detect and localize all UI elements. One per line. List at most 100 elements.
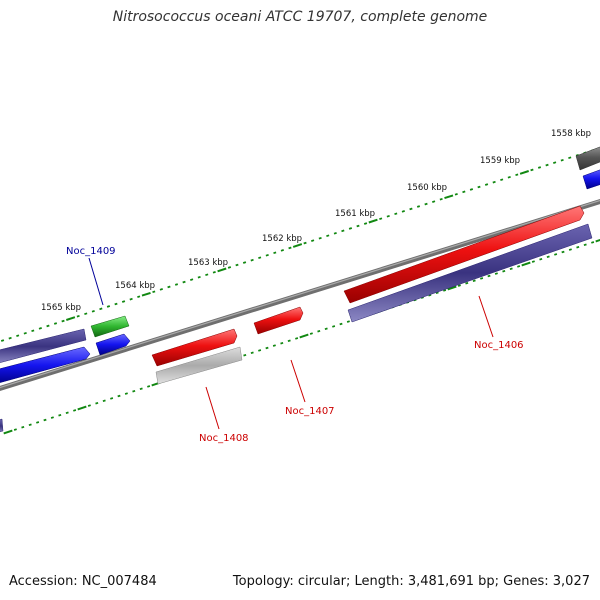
outer-tick [106,305,111,308]
outer-tick [242,261,247,264]
inner-tick [295,337,299,340]
outer-tick [500,178,504,181]
tick-label-1562: 1562 kbp [262,234,302,244]
inner-tick [465,281,469,285]
outer-tick [288,246,292,250]
inner-tick [502,269,506,273]
outer-tick [182,280,186,284]
outer-tick [560,158,564,162]
outer-tick [8,336,12,340]
outer-tick [515,173,519,177]
inner-tick [531,260,535,263]
gene-label-noc-1406[interactable]: Noc_1406 [474,340,524,351]
gene-label-noc-1408[interactable]: Noc_1408 [199,433,249,444]
outer-tick [53,322,58,325]
outer-tick [292,243,303,248]
outer-tick [16,334,20,337]
gene-noc-1409-blue[interactable] [95,333,131,356]
inner-tick [447,285,457,291]
inner-tick-row [3,238,600,435]
outer-tick [568,156,572,160]
outer-tick [462,190,466,194]
outer-tick [137,295,141,298]
inner-tick [317,329,321,333]
outer-tick [217,267,227,273]
outer-tick [379,217,383,220]
outer-tick [99,307,103,311]
outer-tick [38,327,42,330]
inner-tick [299,333,309,339]
gene-noc-1408-gray[interactable] [155,346,243,385]
inner-tick [457,284,461,287]
inner-tick [102,399,106,403]
inner-tick [13,428,17,431]
outer-tick [159,288,163,291]
inner-tick [132,389,136,393]
outer-tick [424,202,428,206]
inner-tick [110,397,114,400]
outer-tick [227,266,232,269]
inner-tick [117,394,121,398]
inner-tick [43,418,47,422]
inner-tick [77,405,87,411]
inner-tick [258,349,262,352]
outer-tick [197,275,201,279]
gene-noc-1406-red[interactable] [343,205,585,304]
inner-tick [265,346,269,350]
inner-tick [435,291,439,295]
gene-left-navy[interactable] [0,328,87,364]
gene-left-edge-navy[interactable] [0,418,4,433]
outer-tick [416,205,421,208]
gene-right-blue[interactable] [582,168,600,190]
gene-left-blue[interactable] [0,346,91,384]
inner-tick [147,385,151,388]
outer-tick [0,339,5,342]
map-title: Nitrosococcus oceani ATCC 19707, complet… [112,9,488,25]
gene-noc-1407-red[interactable] [253,306,304,335]
outer-tick [273,251,277,255]
outer-tick [537,166,542,169]
leader-noc-1409 [88,257,104,306]
tick-label-1561: 1561 kbp [335,209,375,219]
outer-tick [258,256,262,259]
tick-label-1563: 1563 kbp [188,258,228,268]
inner-tick [250,351,254,355]
outer-tick [265,253,269,257]
tick-label-1564: 1564 kbp [115,281,155,291]
inner-tick [561,250,565,254]
outer-tick [190,278,194,281]
inner-tick [139,387,143,391]
outer-tick [65,316,76,321]
inner-tick [28,423,32,427]
inner-tick [568,248,572,251]
gene-label-noc-1409[interactable]: Noc_1409 [66,246,116,257]
inner-tick [280,341,284,345]
outer-tick [76,314,80,318]
outer-tick [394,212,398,216]
outer-tick [492,180,496,184]
gene-noc-1408-red[interactable] [151,328,238,367]
genome-stats-text: Topology: circular; Length: 3,481,691 bp… [232,574,590,589]
outer-tick [174,283,179,286]
gene-right-darkgray[interactable] [575,145,600,171]
inner-tick [50,416,54,419]
inner-tick [576,245,580,249]
outer-tick [167,285,171,289]
gene-noc-1409-green[interactable] [90,315,130,338]
gene-label-noc-1407[interactable]: Noc_1407 [285,406,335,417]
inner-tick [346,320,350,323]
inner-tick [428,293,432,297]
tick-label-1560: 1560 kbp [407,183,447,193]
outer-tick [311,239,315,242]
outer-tick [114,302,118,306]
inner-tick [509,267,513,271]
inner-tick [554,253,558,256]
gene-noc-1406-navy[interactable] [347,223,593,323]
inner-tick [332,325,336,328]
outer-tick [341,229,345,233]
inner-tick [243,353,247,357]
inner-tick [309,332,313,335]
outer-tick [91,310,95,313]
inner-tick [124,392,128,395]
